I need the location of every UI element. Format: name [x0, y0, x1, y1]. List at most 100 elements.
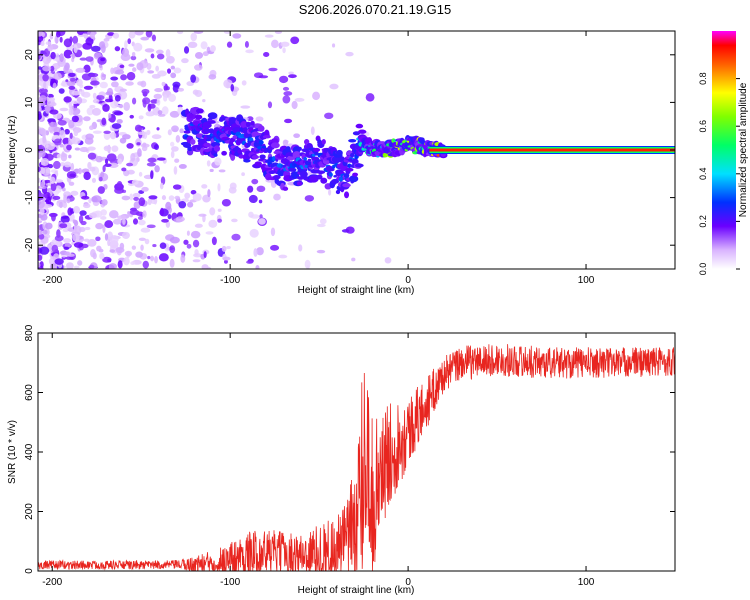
heatmap-cell — [268, 67, 278, 72]
heatmap-cell — [71, 137, 81, 145]
heatmap-cell — [161, 195, 167, 201]
heatmap-cell — [335, 189, 341, 195]
heatmap-x-tick-label: -100 — [220, 275, 240, 286]
heatmap-cell — [66, 198, 71, 204]
heatmap-cell — [68, 85, 76, 90]
heatmap-cell — [59, 143, 64, 148]
heatmap-cell — [161, 81, 166, 87]
heatmap-cell — [107, 32, 115, 36]
heatmap-cell — [39, 207, 45, 216]
heatmap-cell — [331, 43, 336, 48]
heatmap-cell — [68, 107, 74, 116]
heatmap-cell — [40, 181, 45, 188]
heatmap-cell — [155, 65, 160, 72]
heatmap-y-label: Frequency (Hz) — [7, 116, 18, 185]
heatmap-cell — [104, 220, 114, 229]
heatmap-cell — [321, 139, 326, 145]
heatmap-cell — [38, 254, 43, 261]
heatmap-cell — [123, 257, 130, 266]
heatmap-cell — [194, 223, 203, 228]
heatmap-cell — [57, 119, 67, 126]
heatmap-cell — [109, 249, 116, 253]
heatmap-cell — [170, 65, 176, 70]
heatmap-cell — [144, 48, 155, 53]
heatmap-cell — [282, 86, 290, 91]
heatmap-cell — [205, 231, 214, 235]
heatmap-cell — [240, 105, 251, 109]
heatmap-cell — [133, 42, 143, 52]
heatmap-cell — [49, 109, 59, 115]
heatmap-cell — [100, 216, 107, 220]
heatmap-cell — [183, 130, 191, 134]
heatmap-cell — [165, 201, 172, 211]
heatmap-cell — [42, 65, 52, 72]
heatmap-cell — [179, 128, 184, 134]
heatmap-cell — [250, 120, 255, 126]
heatmap-x-tick-label: -200 — [42, 275, 62, 286]
heatmap-cell — [327, 167, 335, 172]
heatmap-cell — [147, 198, 152, 206]
heatmap-cell — [231, 233, 241, 241]
heatmap-cell — [103, 38, 110, 42]
heatmap-cell — [272, 175, 281, 180]
heatmap-cell — [96, 245, 102, 252]
heatmap-cell — [50, 51, 56, 60]
heatmap-cell — [88, 197, 92, 204]
heatmap-cell — [70, 190, 79, 196]
heatmap-cell — [64, 242, 71, 248]
heatmap-cell — [131, 245, 137, 250]
heatmap-cell — [155, 49, 164, 55]
heatmap-cell — [324, 112, 334, 120]
heatmap-cell — [110, 76, 119, 81]
heatmap-cell — [89, 125, 94, 131]
heatmap-cell — [183, 239, 189, 245]
colorbar: 0.0 0.2 0.4 0.6 0.8 Normalized spectral ampl… — [698, 31, 749, 275]
heatmap-cell — [151, 134, 162, 140]
heatmap-cell — [183, 46, 190, 54]
heatmap-cell — [119, 88, 127, 92]
heatmap-cell — [153, 144, 160, 151]
heatmap-cell — [209, 207, 216, 216]
heatmap-cell — [329, 83, 339, 90]
heatmap-cell — [150, 170, 154, 180]
heatmap-cell — [50, 102, 57, 107]
heatmap-cell — [73, 242, 84, 248]
heatmap-cell — [196, 108, 204, 114]
heatmap-cell — [38, 263, 41, 268]
snr-y-tick-label: 400 — [24, 443, 35, 460]
heatmap-cell — [172, 81, 181, 88]
heatmap-cell — [46, 57, 52, 62]
heatmap-cell — [145, 111, 155, 117]
heatmap-cell — [226, 41, 233, 48]
heatmap-cell — [173, 166, 178, 175]
heatmap-cell — [138, 237, 146, 241]
heatmap-cell — [59, 53, 64, 63]
heatmap-cell — [288, 71, 294, 75]
heatmap-cell — [121, 231, 130, 239]
heatmap-cell — [118, 104, 124, 109]
heatmap-cell — [154, 88, 163, 93]
heatmap-cell — [83, 238, 90, 242]
heatmap-cell — [136, 62, 144, 71]
heatmap-cell — [83, 33, 88, 39]
heatmap-cell — [90, 31, 96, 40]
heatmap-cell — [124, 250, 133, 257]
colorbar-gradient — [712, 31, 736, 269]
heatmap-cell — [114, 187, 124, 194]
heatmap-cell — [345, 226, 355, 234]
heatmap-cell — [59, 201, 63, 209]
heatmap-cell — [241, 172, 245, 177]
heatmap-cell — [68, 154, 72, 159]
heatmap-cell — [165, 48, 171, 58]
snr-y-tick-label: 0 — [24, 568, 35, 574]
heatmap-cell — [50, 182, 57, 192]
heatmap-cell — [84, 226, 91, 231]
heatmap-cell — [169, 258, 175, 268]
heatmap-cell — [167, 68, 172, 74]
heatmap-cell — [261, 145, 266, 149]
heatmap-cell — [291, 100, 298, 110]
heatmap-cell — [100, 171, 105, 178]
heatmap-cell — [282, 47, 286, 54]
heatmap-cell — [345, 51, 354, 57]
snr-y-tick-label: 200 — [24, 503, 35, 520]
